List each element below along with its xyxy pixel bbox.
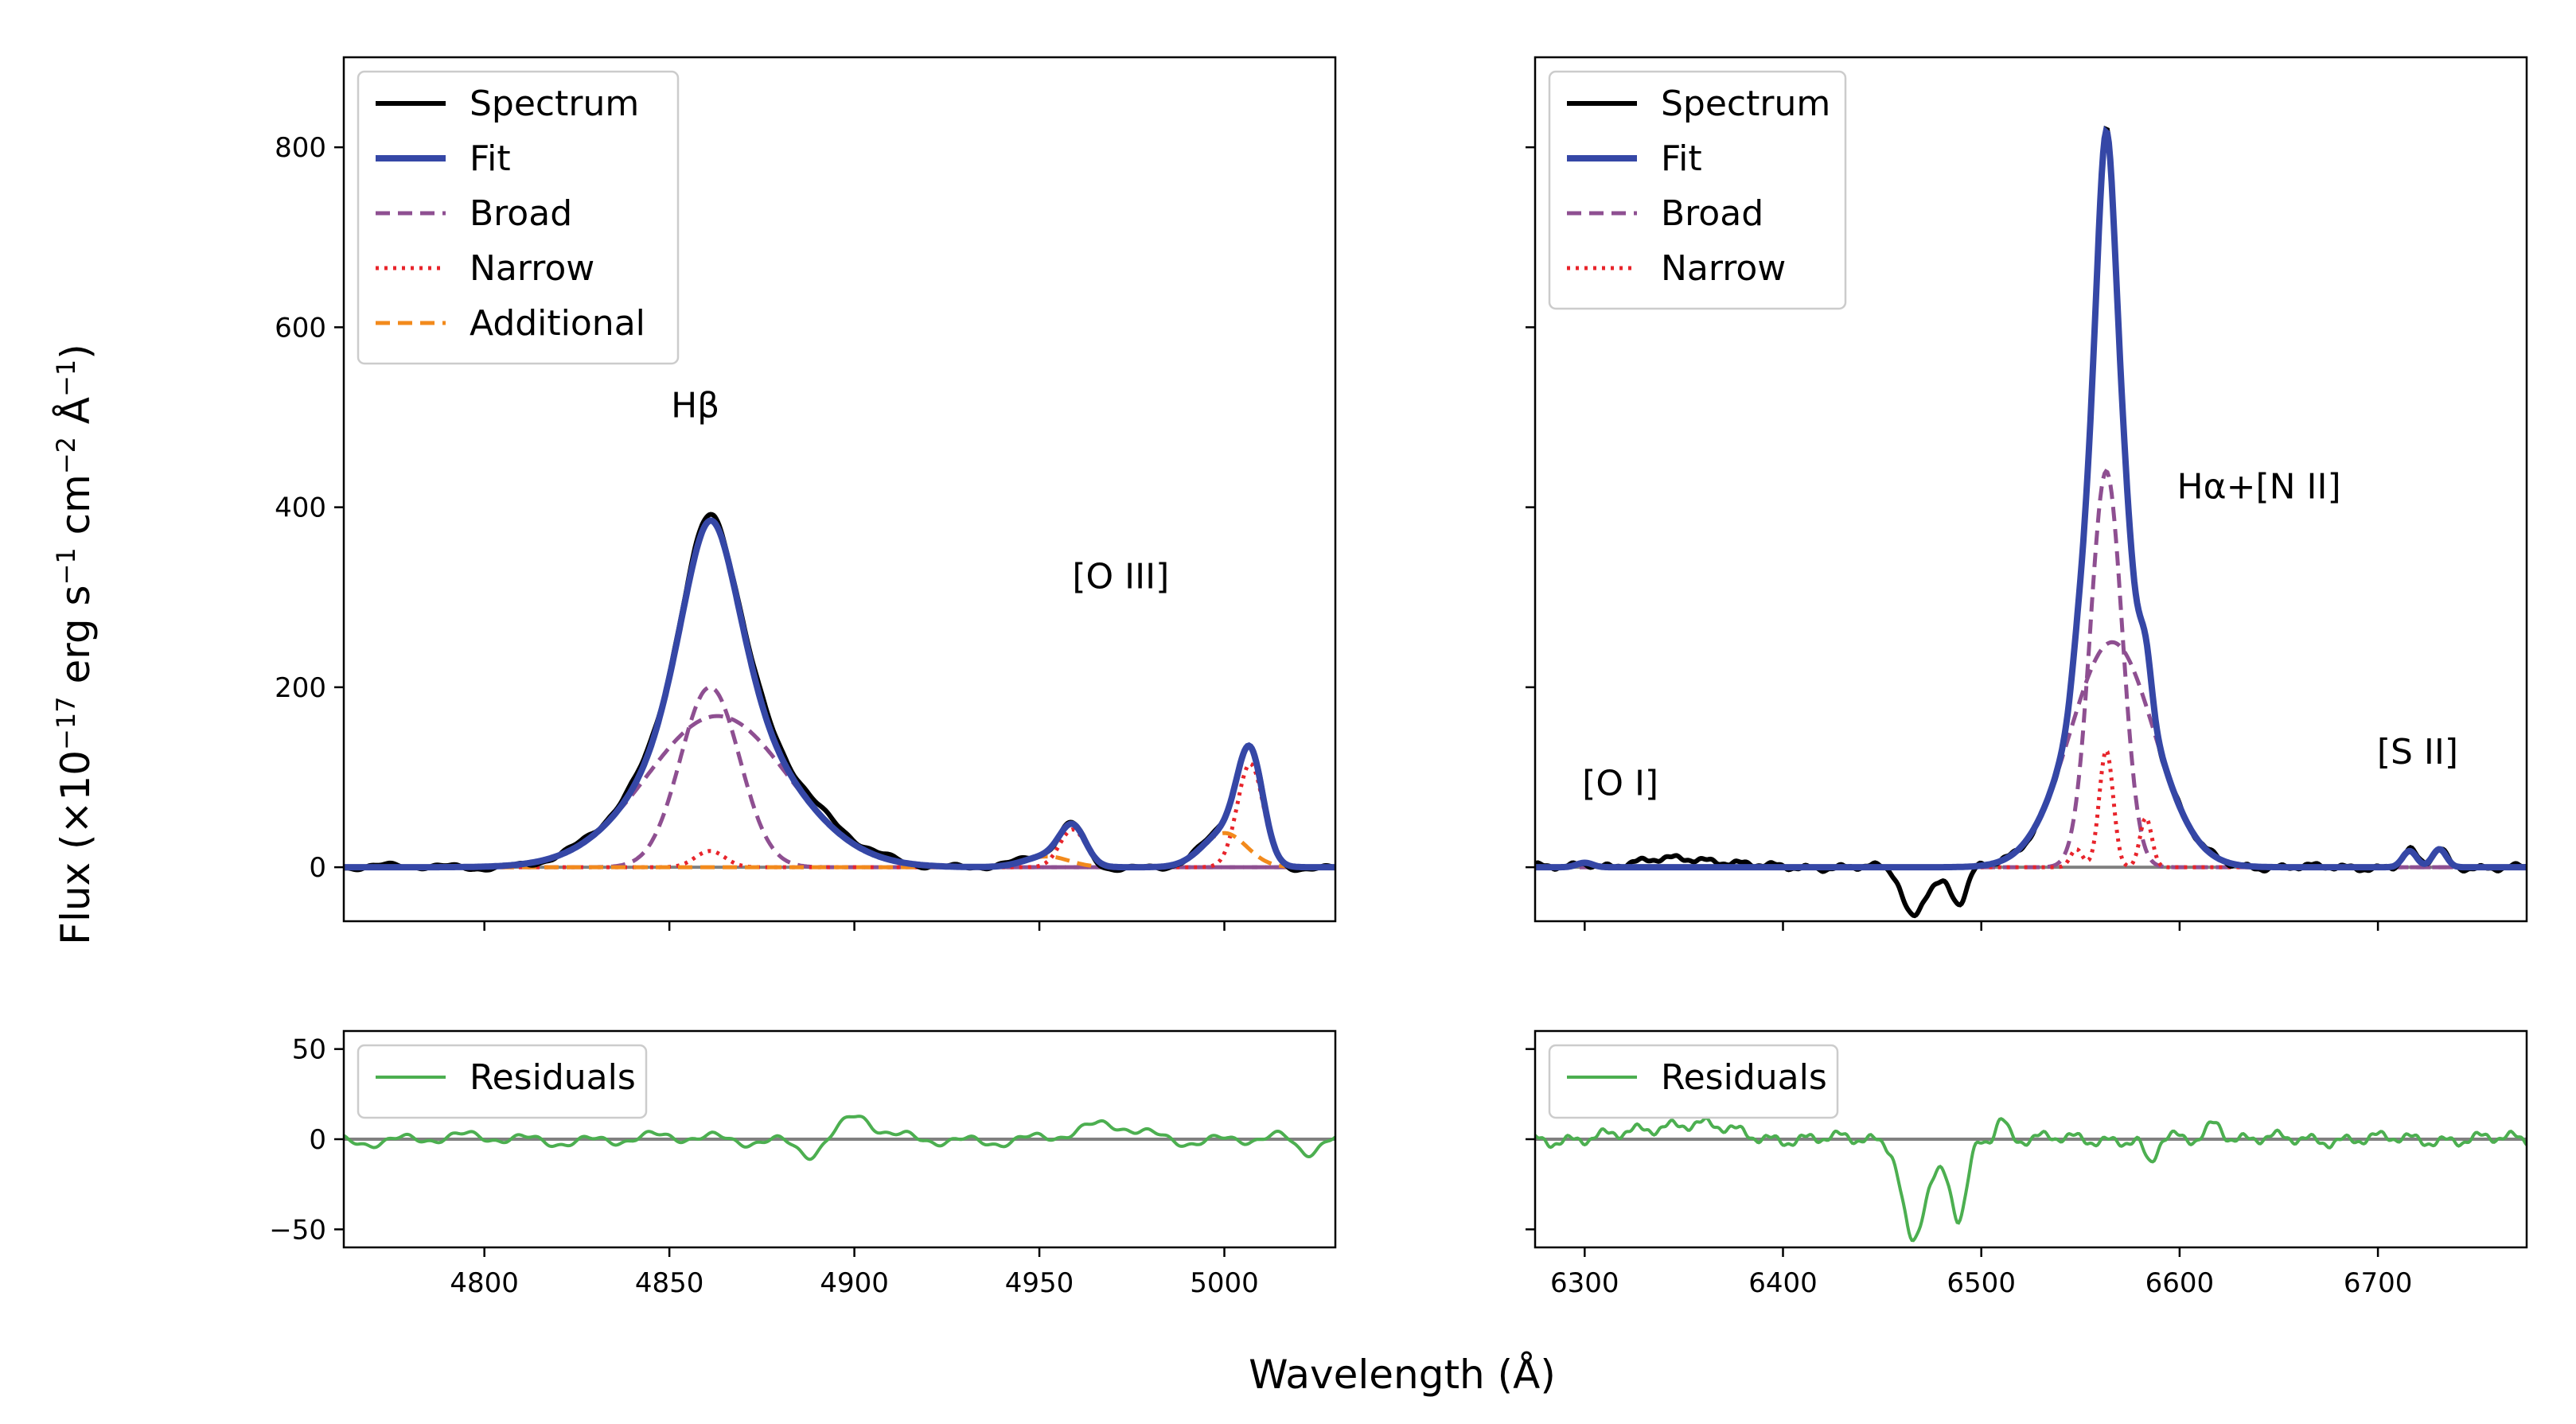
line-annotation: Hα+[N II] bbox=[2177, 466, 2341, 507]
line-annotation: Hβ bbox=[671, 386, 719, 426]
line-annotation: [O I] bbox=[1582, 764, 1658, 804]
y-tick-label: 0 bbox=[309, 1124, 326, 1156]
residuals-line bbox=[344, 1115, 1335, 1161]
y-axis-title: Flux (×10−17 erg s−1 cm−2 Å−1) bbox=[51, 344, 99, 945]
panel-right-main: [O I] Hα+[N II] [S II] Spectrum Fit Broad Narr… bbox=[1526, 56, 2528, 931]
x-tick-label: 4800 bbox=[450, 1267, 519, 1299]
legend-label-spectrum: Spectrum bbox=[470, 84, 639, 124]
x-tick-label: 6400 bbox=[1748, 1267, 1818, 1299]
residuals-line bbox=[1535, 1116, 2527, 1243]
axes-frame bbox=[342, 56, 1337, 923]
x-tick-label: 6500 bbox=[1947, 1267, 2016, 1299]
x-tick-label: 6600 bbox=[2145, 1267, 2215, 1299]
plot-area bbox=[1535, 1116, 2527, 1243]
legend-label-broad: Broad bbox=[1661, 193, 1763, 234]
legend-box bbox=[1548, 70, 1847, 310]
y-tick-label: 50 bbox=[292, 1034, 326, 1066]
legend-label-spectrum: Spectrum bbox=[1661, 84, 1830, 124]
panel-left-main: 0 200 400 600 800 Hβ [O III] Spectrum Fit Broad Na… bbox=[275, 56, 1337, 931]
panel-left-residuals: −50 0 50 4800 4850 4900 4950 5000 Residuals bbox=[269, 1029, 1337, 1299]
y-tick-label: 600 bbox=[275, 312, 326, 344]
line-annotation: [O III] bbox=[1072, 556, 1169, 597]
legend-label-residuals: Residuals bbox=[1661, 1057, 1827, 1098]
legend-label-residuals: Residuals bbox=[470, 1057, 636, 1098]
broad-component-line bbox=[344, 685, 1335, 870]
legend-box bbox=[357, 1044, 648, 1119]
legend-label-narrow: Narrow bbox=[1661, 248, 1786, 289]
fit-line bbox=[1535, 126, 2527, 871]
broad-component-line bbox=[344, 714, 1335, 870]
line-annotation: [S II] bbox=[2377, 732, 2458, 772]
y-tick-label: 0 bbox=[309, 852, 326, 884]
legend-label-additional: Additional bbox=[470, 303, 645, 344]
x-tick-label: 5000 bbox=[1190, 1267, 1259, 1299]
x-tick-label: 4850 bbox=[635, 1267, 704, 1299]
x-tick-label: 4900 bbox=[820, 1267, 889, 1299]
x-tick-label: 6700 bbox=[2344, 1267, 2413, 1299]
x-tick-label: 6300 bbox=[1550, 1267, 1619, 1299]
legend-box bbox=[357, 70, 680, 365]
panel-right-residuals: 6300 6400 6500 6600 6700 Residuals bbox=[1526, 1029, 2528, 1299]
broad-component-line bbox=[1535, 469, 2527, 870]
y-tick-label: −50 bbox=[269, 1214, 326, 1246]
y-tick-label: 200 bbox=[275, 672, 326, 704]
plot-area bbox=[1535, 125, 2527, 919]
axes-frame bbox=[1534, 56, 2528, 923]
spectrum-line bbox=[344, 512, 1335, 873]
plot-area bbox=[344, 512, 1335, 873]
legend-label-fit: Fit bbox=[470, 138, 511, 179]
legend-label-fit: Fit bbox=[1661, 138, 1702, 179]
x-tick-label: 4950 bbox=[1005, 1267, 1074, 1299]
y-tick-label: 800 bbox=[275, 132, 326, 164]
narrow-component-line bbox=[344, 761, 1335, 870]
legend-label-broad: Broad bbox=[470, 193, 572, 234]
legend-box bbox=[1548, 1044, 1839, 1119]
legend-label-narrow: Narrow bbox=[470, 248, 594, 289]
fit-line bbox=[344, 517, 1335, 871]
y-tick-label: 400 bbox=[275, 492, 326, 524]
x-axis-title: Wavelength (Å) bbox=[1249, 1352, 1556, 1398]
plot-area bbox=[344, 1115, 1335, 1161]
